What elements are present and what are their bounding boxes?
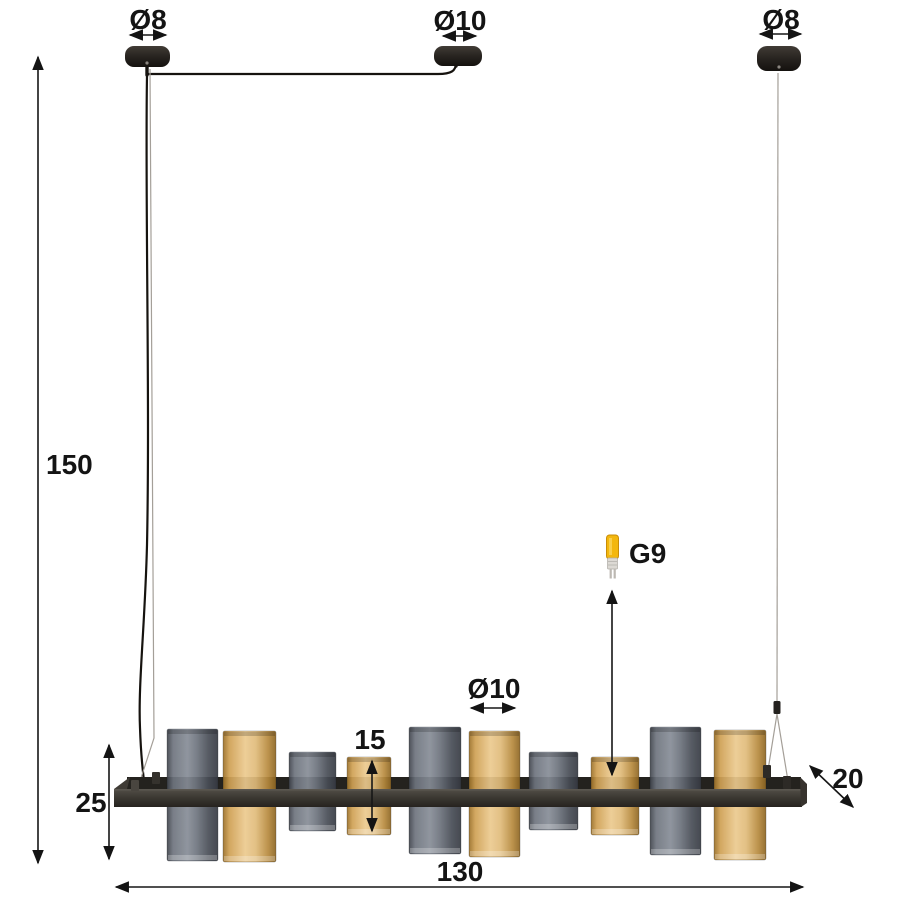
dim-label-shade-diameter: Ø10: [467, 673, 521, 704]
steel-wire-right-v: [767, 713, 789, 782]
power-cord-drop: [138, 74, 150, 783]
cable-mount-stud: [131, 780, 139, 791]
bulb-pin: [609, 569, 612, 579]
dim-label-small-shade-height: 15: [354, 724, 386, 755]
steel-wire-left: [140, 68, 155, 779]
shade-bottom-rim: [651, 849, 700, 854]
shade-bottom-rim: [168, 855, 217, 860]
cable-mount-stud: [152, 772, 160, 784]
shade-top-rim: [348, 758, 390, 762]
dim-line-frame-depth: [808, 765, 855, 808]
g9-bulb-icon: [606, 534, 619, 579]
dim-label-canopy-left: Ø8: [129, 4, 167, 35]
shade-top-rim: [715, 731, 765, 735]
frame-right-end: [800, 777, 807, 807]
canopy-screw-left: [145, 61, 149, 65]
dim-label-fixture-height: 25: [75, 787, 107, 818]
shade-top-rim: [410, 728, 460, 732]
power-cord-horizontal: [147, 61, 458, 76]
dim-label-canopy-middle: Ø10: [433, 5, 487, 36]
shade-bottom-rim: [410, 848, 460, 853]
frame-front-rail: [114, 789, 802, 807]
dim-label-bulb-type: G9: [629, 538, 667, 569]
frame-left-end: [114, 777, 130, 789]
shade-top-rim: [168, 730, 217, 734]
shade-bottom-rim: [592, 829, 638, 834]
bulb-capsule: [606, 534, 619, 560]
shade-bottom-rim: [470, 851, 519, 856]
shade-bottom-rim: [530, 824, 577, 829]
shade-top-rim: [470, 732, 519, 736]
ceiling-canopy-right: [757, 46, 801, 71]
bulb-base-ridges: [608, 561, 617, 566]
dim-label-drop-height: 150: [46, 449, 93, 480]
canopy-screw-right: [777, 65, 781, 69]
shade-top-rim: [651, 728, 700, 732]
ceiling-canopy-left: [125, 46, 170, 67]
shade-bottom-rim: [290, 825, 335, 830]
ceiling-canopies: [125, 46, 801, 71]
shade-top-rim: [224, 732, 275, 736]
dim-label-canopy-right: Ø8: [762, 4, 800, 35]
shade-bottom-rim: [715, 854, 765, 859]
dim-label-frame-width: 130: [436, 856, 484, 887]
shade-top-rim: [290, 753, 335, 757]
frame-top-edge: [114, 789, 802, 791]
suspension-cables: [138, 58, 789, 783]
cable-ferrule: [773, 701, 781, 714]
bulb-pin: [613, 569, 616, 579]
cable-mount-stud: [763, 765, 771, 778]
bulb-highlight: [609, 538, 612, 555]
shade-top-rim: [592, 758, 638, 762]
dim-label-frame-depth: 20: [832, 763, 864, 794]
bulb-base: [607, 557, 618, 570]
shade-bottom-rim: [224, 856, 275, 861]
steel-wire-right: [776, 72, 779, 702]
shade-top-rim: [530, 753, 577, 757]
ceiling-canopy-middle: [434, 46, 482, 66]
dimension-lines: [32, 28, 855, 893]
cable-mount-stud: [783, 776, 791, 789]
frame-front: [114, 765, 807, 807]
shade-bottom-rim: [348, 829, 390, 834]
